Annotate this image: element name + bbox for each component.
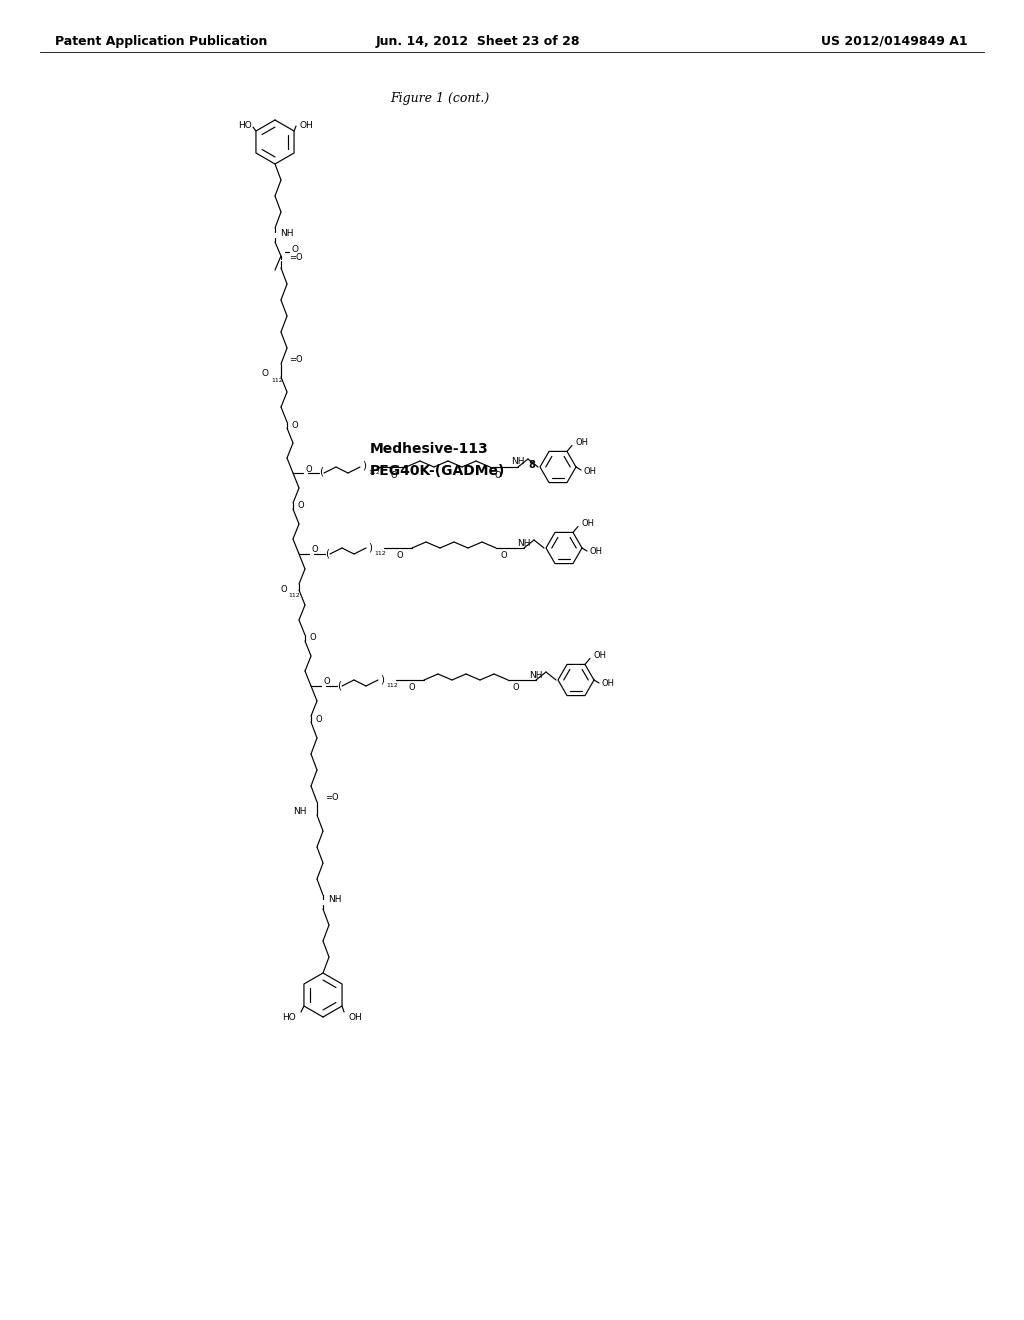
Text: O: O	[298, 502, 304, 511]
Text: US 2012/0149849 A1: US 2012/0149849 A1	[821, 36, 968, 48]
Text: O: O	[262, 370, 269, 379]
Text: OH: OH	[602, 680, 615, 689]
Text: 112: 112	[271, 378, 283, 383]
Text: O: O	[391, 470, 397, 479]
Text: NH: NH	[328, 895, 341, 904]
Text: NH: NH	[294, 807, 307, 816]
Text: OH: OH	[593, 651, 606, 660]
Text: Medhesive-113: Medhesive-113	[370, 442, 488, 455]
Text: =O: =O	[289, 355, 303, 363]
Text: 8: 8	[528, 459, 535, 470]
Text: OH: OH	[590, 548, 603, 557]
Text: O: O	[305, 465, 311, 474]
Text: O: O	[281, 585, 287, 594]
Text: =O: =O	[289, 253, 303, 263]
Text: (: (	[319, 467, 323, 477]
Text: 112: 112	[374, 550, 386, 556]
Text: OH: OH	[299, 120, 312, 129]
Text: O: O	[292, 244, 299, 253]
Text: NH: NH	[280, 228, 294, 238]
Text: OH: OH	[581, 519, 594, 528]
Text: Jun. 14, 2012  Sheet 23 of 28: Jun. 14, 2012 Sheet 23 of 28	[376, 36, 581, 48]
Text: O: O	[501, 552, 507, 561]
Text: O: O	[316, 714, 323, 723]
Text: OH: OH	[575, 438, 588, 447]
Text: O: O	[409, 684, 416, 693]
Text: (: (	[325, 548, 329, 558]
Text: O: O	[396, 552, 403, 561]
Text: 112: 112	[386, 682, 397, 688]
Text: O: O	[311, 545, 317, 554]
Text: PEG40K-(GADMe): PEG40K-(GADMe)	[370, 465, 506, 478]
Text: O: O	[323, 677, 330, 686]
Text: HO: HO	[239, 120, 252, 129]
Text: NH: NH	[529, 671, 543, 680]
Text: 112: 112	[368, 470, 380, 475]
Text: O: O	[292, 421, 299, 429]
Text: ): )	[362, 461, 366, 471]
Text: 112: 112	[288, 593, 300, 598]
Text: Patent Application Publication: Patent Application Publication	[55, 36, 267, 48]
Text: ): )	[368, 543, 372, 552]
Text: O: O	[495, 470, 502, 479]
Text: O: O	[513, 684, 519, 693]
Text: NH: NH	[517, 539, 530, 548]
Text: HO: HO	[283, 1014, 296, 1023]
Text: NH: NH	[511, 458, 524, 466]
Text: (: (	[337, 680, 341, 690]
Text: OH: OH	[584, 466, 597, 475]
Text: O: O	[310, 634, 316, 643]
Text: ): )	[380, 675, 384, 684]
Text: =O: =O	[325, 792, 339, 801]
Text: OH: OH	[348, 1014, 361, 1023]
Text: Figure 1 (cont.): Figure 1 (cont.)	[390, 92, 489, 106]
